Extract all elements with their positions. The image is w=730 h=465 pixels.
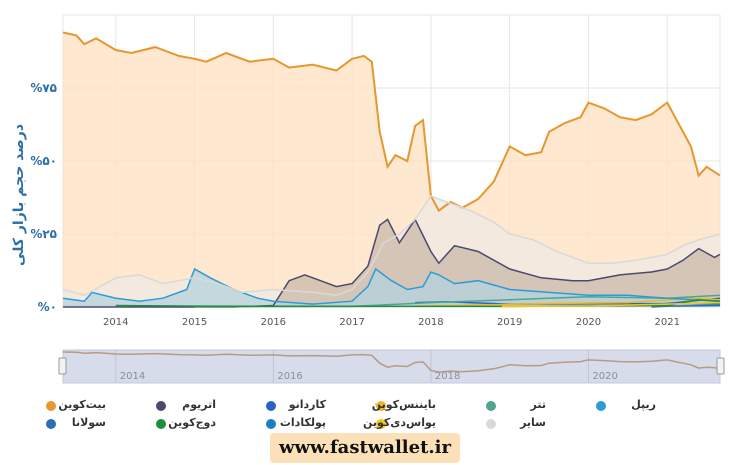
series-lines bbox=[62, 31, 721, 308]
y-tick-label: %۷۵ bbox=[30, 81, 57, 95]
line-اتریوم bbox=[63, 217, 721, 308]
navigator-label: 2018 bbox=[435, 371, 460, 382]
range-navigator[interactable]: 2014 2016 2018 2020 bbox=[0, 345, 730, 390]
legend-item[interactable]: سایر bbox=[486, 416, 586, 432]
y-axis-label: درصد حجم بازار کلی bbox=[11, 123, 27, 267]
legend-marker bbox=[46, 419, 56, 429]
y-tick-label: %۲۵ bbox=[30, 227, 57, 241]
x-tick-label: 2018 bbox=[418, 317, 443, 328]
area-بیت‌کوین bbox=[63, 32, 720, 307]
legend-marker bbox=[266, 419, 276, 429]
legend-marker bbox=[156, 401, 166, 411]
legend-marker bbox=[156, 419, 166, 429]
legend-item[interactable]: ریپل bbox=[596, 398, 696, 414]
area-اتریوم bbox=[63, 219, 720, 307]
legend-label: پولکادات bbox=[279, 416, 326, 429]
legend-item[interactable]: یواس‌دی‌کوین bbox=[363, 416, 476, 432]
legend-item[interactable]: تتر bbox=[486, 398, 586, 414]
legend-label: ریپل bbox=[631, 398, 656, 411]
legend-marker bbox=[376, 401, 386, 411]
y-axis-ticks: %۰ %۲۵ %۵۰ %۷۵ bbox=[30, 81, 57, 314]
y-tick-label: %۵۰ bbox=[30, 154, 57, 168]
legend-item[interactable]: پولکادات bbox=[266, 416, 366, 432]
line-یواس‌دی‌کوین bbox=[501, 301, 721, 308]
line-بیت‌کوین bbox=[62, 31, 721, 213]
navigator-line bbox=[62, 351, 721, 373]
legend-label: بیت‌کوین bbox=[58, 398, 106, 411]
navigator-left-handle[interactable] bbox=[58, 357, 67, 375]
legend-marker bbox=[376, 419, 386, 429]
legend-label: اتریوم bbox=[182, 398, 216, 411]
legend-label: دوج‌کوین bbox=[168, 416, 216, 429]
legend-marker bbox=[486, 401, 496, 411]
legend-label: سایر bbox=[520, 416, 546, 429]
legend-marker bbox=[486, 419, 496, 429]
x-tick-label: 2020 bbox=[576, 317, 601, 328]
legend-item[interactable]: اتریوم bbox=[156, 398, 256, 414]
navigator-label: 2014 bbox=[120, 371, 145, 382]
legend-label: بایننس‌کوین bbox=[371, 398, 436, 411]
line-سایر bbox=[62, 195, 721, 297]
x-tick-label: 2019 bbox=[497, 317, 522, 328]
y-tick-label: %۰ bbox=[38, 300, 57, 314]
x-tick-label: 2014 bbox=[103, 317, 128, 328]
legend-item[interactable]: سولانا bbox=[46, 416, 146, 432]
x-tick-label: 2021 bbox=[654, 317, 679, 328]
x-tick-label: 2017 bbox=[339, 317, 364, 328]
legend-item[interactable]: دوج‌کوین bbox=[156, 416, 256, 432]
x-axis-ticks: 2014 2015 2016 2017 2018 2019 2020 2021 bbox=[103, 317, 680, 328]
legend-label: یواس‌دی‌کوین bbox=[362, 416, 436, 429]
legend-label: سولانا bbox=[71, 416, 106, 429]
line-بایننس‌کوین bbox=[415, 297, 721, 307]
legend-item[interactable]: کاردانو bbox=[266, 398, 366, 414]
y-axis-label-wrap: درصد حجم بازار کلی bbox=[4, 110, 34, 280]
navigator-label: 2016 bbox=[277, 371, 302, 382]
legend-marker bbox=[46, 401, 56, 411]
x-tick-label: 2015 bbox=[182, 317, 207, 328]
navigator-label: 2020 bbox=[592, 371, 617, 382]
legend-marker bbox=[266, 401, 276, 411]
legend-label: تتر bbox=[530, 398, 546, 411]
legend-label: کاردانو bbox=[288, 398, 326, 411]
legend: بیت‌کوین اتریوم کاردانو بایننس‌کوین تتر ریپل س… bbox=[40, 398, 680, 434]
watermark: www.fastwallet.ir bbox=[270, 433, 460, 463]
legend-item[interactable]: بیت‌کوین bbox=[46, 398, 146, 414]
legend-item[interactable]: بایننس‌کوین bbox=[372, 398, 476, 414]
navigator-grid: 2014 2016 2018 2020 bbox=[115, 350, 618, 383]
legend-marker bbox=[596, 401, 606, 411]
x-tick-label: 2016 bbox=[261, 317, 286, 328]
market-share-chart: %۰ %۲۵ %۵۰ %۷۵ 2014 2015 2016 2017 2018 2019 2020… bbox=[30, 14, 721, 328]
line-ریپل bbox=[62, 267, 721, 305]
navigator-right-handle[interactable] bbox=[716, 357, 725, 375]
